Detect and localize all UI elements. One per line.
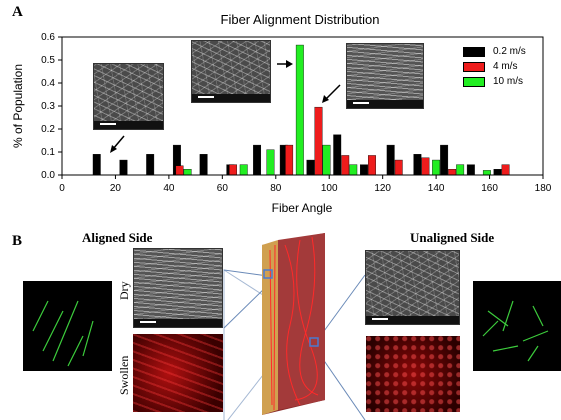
- y-tick-label: 0.4: [41, 78, 55, 89]
- arrow-head: [322, 95, 329, 103]
- bar-series-2: [295, 44, 304, 176]
- bar-series-2: [349, 164, 358, 176]
- panel-b-label: B: [12, 233, 23, 249]
- axes-group: 0.0 0.1 0.2 0.3 0.4 0.5 0.6 0 20 40 60 80 100 120 140 1…: [41, 32, 552, 194]
- legend-entry: 4 m/s: [463, 59, 526, 74]
- x-tick-label: 140: [428, 183, 445, 194]
- bar-series-2: [432, 159, 441, 176]
- sem-inset-10ms: [346, 43, 424, 109]
- x-tick-label: 60: [217, 183, 229, 194]
- sem-inset-0-2ms: [93, 63, 164, 130]
- bar-series-1: [314, 106, 323, 176]
- bar-series-0: [466, 164, 475, 176]
- aligned-green-fluorescence-image: [23, 281, 112, 371]
- unaligned-swollen-red-image: [366, 336, 460, 412]
- scaffold-diagram: [223, 233, 366, 420]
- y-tick-label: 0.5: [41, 55, 55, 66]
- bar-series-1: [229, 164, 237, 176]
- bar-series-0: [440, 144, 449, 176]
- y-tick-label: 0.2: [41, 124, 55, 135]
- legend-swatch: [463, 46, 485, 57]
- bar-series-0: [493, 169, 502, 176]
- bar-series-2: [322, 144, 331, 176]
- y-tick-label: 0.6: [41, 32, 55, 43]
- arrow-line: [112, 135, 125, 150]
- y-tick-label: 0.3: [41, 101, 55, 112]
- legend-label: 4 m/s: [493, 61, 518, 72]
- x-tick-label: 80: [270, 183, 282, 194]
- aligned-swollen-red-image: [133, 334, 223, 412]
- bar-series-1: [368, 155, 376, 176]
- bar-series-1: [285, 144, 294, 176]
- y-tick-label: 0.0: [41, 170, 55, 181]
- x-tick-label: 40: [163, 183, 175, 194]
- bar-series-0: [333, 134, 342, 176]
- arrow-line: [325, 84, 341, 100]
- bar-series-0: [119, 159, 128, 176]
- bar-series-0: [360, 164, 368, 176]
- chart-legend: 0.2 m/s 4 m/s 10 m/s: [463, 44, 526, 89]
- unaligned-dry-sem-image: [365, 250, 460, 325]
- chart-title: Fiber Alignment Distribution: [221, 12, 380, 27]
- bar-series-0: [413, 154, 422, 176]
- legend-entry: 10 m/s: [463, 74, 526, 89]
- bar-series-0: [253, 144, 262, 176]
- bar-series-1: [421, 157, 430, 176]
- bar-series-1: [394, 159, 403, 176]
- unaligned-side-title: Unaligned Side: [410, 230, 495, 245]
- y-tick-label: 0.1: [41, 147, 55, 158]
- bar-series-0: [199, 154, 208, 176]
- bar-series-2: [183, 169, 192, 176]
- unaligned-green-fluorescence-image: [473, 281, 561, 371]
- fiber-alignment-chart: Fiber Alignment Distribution 0.00.10.20.…: [11, 12, 552, 215]
- aligned-side-title: Aligned Side: [82, 230, 153, 245]
- legend-swatch: [463, 61, 485, 72]
- x-tick-label: 160: [481, 183, 498, 194]
- arrow-head: [286, 60, 293, 68]
- bar-series-1: [501, 164, 510, 176]
- x-axis-label: Fiber Angle: [272, 201, 333, 215]
- bar-series-2: [239, 164, 248, 176]
- bar-series-0: [92, 154, 101, 176]
- bar-series-0: [146, 154, 155, 176]
- bar-series-0: [306, 159, 315, 176]
- bar-series-1: [341, 155, 350, 176]
- bar-series-2: [266, 149, 275, 176]
- bar-series-2: [482, 170, 491, 176]
- bar-series-0: [386, 144, 395, 176]
- bar-series-1: [448, 169, 457, 176]
- legend-entry: 0.2 m/s: [463, 44, 526, 59]
- arrow-head: [110, 145, 117, 153]
- x-tick-label: 0: [59, 183, 65, 194]
- bar-series-2: [456, 164, 465, 176]
- y-axis-label: % of Population: [11, 64, 25, 148]
- bar-series-1: [175, 165, 184, 176]
- x-tick-label: 20: [110, 183, 122, 194]
- x-tick-label: 180: [535, 183, 552, 194]
- sem-inset-4ms: [191, 40, 271, 103]
- legend-label: 0.2 m/s: [493, 46, 526, 57]
- legend-swatch: [463, 76, 485, 87]
- aligned-dry-sem-image: [133, 248, 223, 328]
- bars-group: [92, 44, 510, 176]
- panel-a-label: A: [12, 4, 23, 20]
- x-tick-label: 120: [374, 183, 391, 194]
- x-tick-label: 100: [321, 183, 338, 194]
- legend-label: 10 m/s: [493, 76, 524, 87]
